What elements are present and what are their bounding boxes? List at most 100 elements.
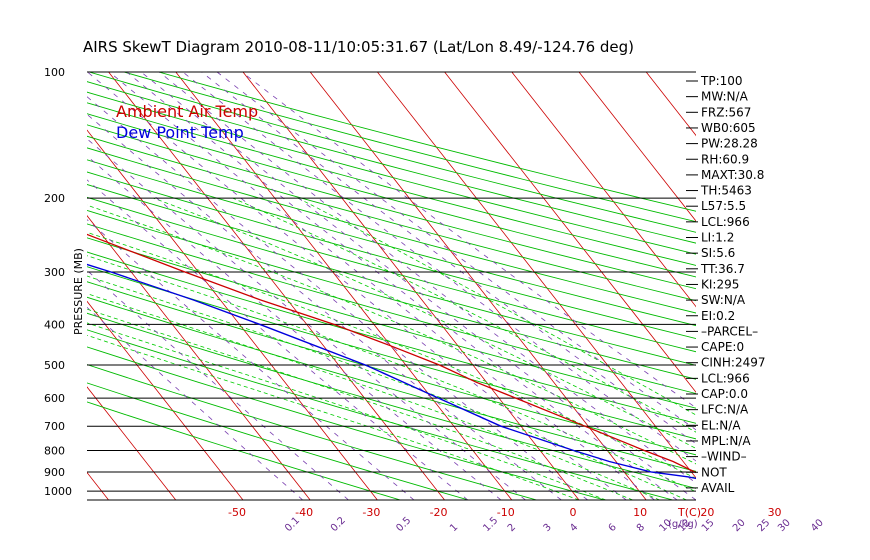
dry-adiabat-line <box>87 102 696 266</box>
mixing-ratio-line <box>87 155 502 500</box>
moist-adiabat-line <box>87 231 696 479</box>
pressure-tick-label: 400 <box>44 318 65 331</box>
index-label: CAP:0.0 <box>701 387 748 401</box>
mixing-ratio-line <box>241 72 696 409</box>
mixing-ratio-label: 30 <box>776 517 793 534</box>
dry-adiabat-line <box>87 209 696 380</box>
index-label: SI:5.6 <box>701 246 735 260</box>
index-label: RH:60.9 <box>701 152 749 166</box>
pressure-tick-label: 500 <box>44 359 65 372</box>
pressure-tick-label: 900 <box>44 466 65 479</box>
temp-tick-label: 20 <box>700 506 714 519</box>
isotherm-line <box>444 72 696 393</box>
dry-adiabat-line <box>87 346 605 500</box>
index-label: NOT <box>701 465 727 479</box>
temp-tick-label: -10 <box>497 506 515 519</box>
isotherm-line <box>578 72 696 222</box>
mixing-ratio-line <box>140 72 696 500</box>
isotherm-line <box>87 386 177 500</box>
isotherm-line <box>87 300 244 500</box>
index-label: TH:5463 <box>700 184 752 198</box>
mixing-ratio-line <box>182 72 696 462</box>
mixing-ratio-label: 2 <box>506 522 518 534</box>
pressure-tick-label: 300 <box>44 266 65 279</box>
index-label: –PARCEL– <box>701 324 758 338</box>
moist-adiabat-line <box>297 197 696 416</box>
dry-adiabat-line <box>87 113 696 278</box>
dry-adiabat-line <box>88 72 696 233</box>
pressure-tick-label: 100 <box>44 66 65 79</box>
index-label: EI:0.2 <box>701 309 735 323</box>
pressure-tick-label: 600 <box>44 392 65 405</box>
moist-adiabat-line <box>87 255 696 493</box>
dry-adiabat-line <box>158 72 696 212</box>
index-label: LFC:N/A <box>701 403 749 417</box>
temp-tick-label: 30 <box>768 506 782 519</box>
mixing-ratio-line <box>158 72 696 484</box>
mixing-ratio-label: 20 <box>731 517 748 534</box>
isotherm-line <box>377 72 696 479</box>
pressure-tick-label: 800 <box>44 445 65 458</box>
dry-adiabat-line <box>123 72 696 223</box>
mixing-ratio-label: 0.2 <box>329 515 348 534</box>
legend-ambient: Ambient Air Temp <box>116 102 258 121</box>
index-label: FRZ:567 <box>701 105 751 119</box>
index-label: SW:N/A <box>701 293 746 307</box>
dry-adiabat-line <box>87 364 537 500</box>
index-label: CAPE:0 <box>701 340 744 354</box>
index-label: KI:295 <box>701 277 739 291</box>
dry-adiabat-line <box>87 184 696 353</box>
isotherm-line <box>309 72 647 500</box>
mixing-ratio-label: 8 <box>635 522 647 534</box>
index-label: –WIND– <box>701 450 747 464</box>
dry-adiabat-line <box>87 171 696 339</box>
index-label: EL:N/A <box>701 418 741 432</box>
index-label: CINH:2497 <box>701 356 766 370</box>
dry-adiabat-line <box>87 237 696 409</box>
dry-adiabat-line <box>87 147 696 314</box>
mixing-ratio-line <box>87 113 562 500</box>
temp-tick-label: -40 <box>295 506 313 519</box>
legend-dewpoint: Dew Point Temp <box>116 123 244 142</box>
moist-adiabat-line <box>87 204 696 465</box>
mixing-ratio-line <box>201 72 696 445</box>
moist-adiabat-line <box>87 308 633 500</box>
index-label: L57:5.5 <box>701 199 746 213</box>
mixing-ratio-label: 1 <box>448 522 460 534</box>
mixing-unit-label: (g/kg) <box>668 519 698 530</box>
mixing-ratio-line <box>87 72 627 500</box>
pressure-tick-label: 200 <box>44 192 65 205</box>
isotherm-line <box>87 215 311 500</box>
dry-adiabat-line <box>87 124 696 290</box>
profiles <box>87 233 696 480</box>
index-label: MW:N/A <box>701 90 749 104</box>
index-label: MAXT:30.8 <box>701 168 764 182</box>
dry-adiabat-line <box>87 281 696 456</box>
mixing-ratio-line <box>87 96 588 500</box>
mixing-ratio-label: 40 <box>809 517 826 534</box>
mixing-ratio-label: 0.5 <box>394 515 413 534</box>
isotherm-line <box>511 72 696 308</box>
temp-tick-label: 0 <box>569 506 576 519</box>
moist-adiabat-line <box>87 275 687 500</box>
isotherm-line <box>87 129 378 500</box>
dry-adiabat-line <box>87 159 696 327</box>
dry-adiabat-line <box>87 296 696 472</box>
dry-adiabat-line <box>87 223 696 395</box>
mixing-ratio-line <box>87 219 415 500</box>
moist-adiabat-line <box>87 334 580 500</box>
dry-adiabat-line <box>87 251 696 424</box>
dry-adiabat-line <box>87 135 696 302</box>
index-label: TT:36.7 <box>700 262 745 276</box>
index-label: WB0:605 <box>701 121 756 135</box>
mixing-ratio-line <box>87 138 526 500</box>
index-label: LCL:966 <box>701 215 750 229</box>
mixing-ratio-line <box>126 72 678 500</box>
temp-tick-label: 10 <box>633 506 647 519</box>
isobar-lines <box>87 71 696 501</box>
moist-adiabat-line <box>87 322 607 500</box>
dry-adiabat-line <box>87 312 696 489</box>
ambient-temp-line <box>87 233 696 474</box>
index-label: MPL:N/A <box>701 434 751 448</box>
